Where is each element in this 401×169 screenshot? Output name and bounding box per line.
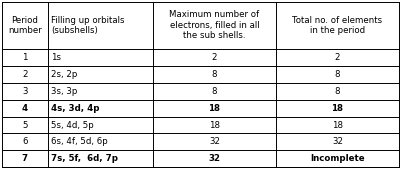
Text: 8: 8 bbox=[335, 70, 340, 79]
Text: 7s, 5f,  6d, 7p: 7s, 5f, 6d, 7p bbox=[51, 154, 118, 163]
Text: 3s, 3p: 3s, 3p bbox=[51, 87, 77, 96]
Text: 5: 5 bbox=[22, 120, 28, 129]
Text: 1: 1 bbox=[22, 53, 28, 62]
Text: Total no. of elements
in the period: Total no. of elements in the period bbox=[292, 16, 383, 35]
Text: Maximum number of
electrons, filled in all
the sub shells.: Maximum number of electrons, filled in a… bbox=[169, 10, 259, 40]
Text: 8: 8 bbox=[212, 70, 217, 79]
Text: 32: 32 bbox=[209, 137, 220, 147]
Text: 8: 8 bbox=[212, 87, 217, 96]
Text: 32: 32 bbox=[332, 137, 343, 147]
Text: 2s, 2p: 2s, 2p bbox=[51, 70, 77, 79]
Text: 4: 4 bbox=[22, 104, 28, 113]
Text: 18: 18 bbox=[332, 104, 344, 113]
Text: 2: 2 bbox=[335, 53, 340, 62]
Text: 4s, 3d, 4p: 4s, 3d, 4p bbox=[51, 104, 99, 113]
Text: 5s, 4d, 5p: 5s, 4d, 5p bbox=[51, 120, 93, 129]
Text: 2: 2 bbox=[22, 70, 28, 79]
Text: 6: 6 bbox=[22, 137, 28, 147]
Text: Filling up orbitals
(subshells): Filling up orbitals (subshells) bbox=[51, 16, 124, 35]
Text: Period
number: Period number bbox=[8, 16, 42, 35]
Text: 32: 32 bbox=[209, 154, 221, 163]
Text: 1s: 1s bbox=[51, 53, 61, 62]
Text: Incomplete: Incomplete bbox=[310, 154, 365, 163]
Text: 6s, 4f, 5d, 6p: 6s, 4f, 5d, 6p bbox=[51, 137, 107, 147]
Text: 18: 18 bbox=[332, 120, 343, 129]
Text: 8: 8 bbox=[335, 87, 340, 96]
Text: 18: 18 bbox=[209, 120, 220, 129]
Text: 2: 2 bbox=[212, 53, 217, 62]
Text: 3: 3 bbox=[22, 87, 28, 96]
Text: 7: 7 bbox=[22, 154, 28, 163]
Text: 18: 18 bbox=[209, 104, 221, 113]
